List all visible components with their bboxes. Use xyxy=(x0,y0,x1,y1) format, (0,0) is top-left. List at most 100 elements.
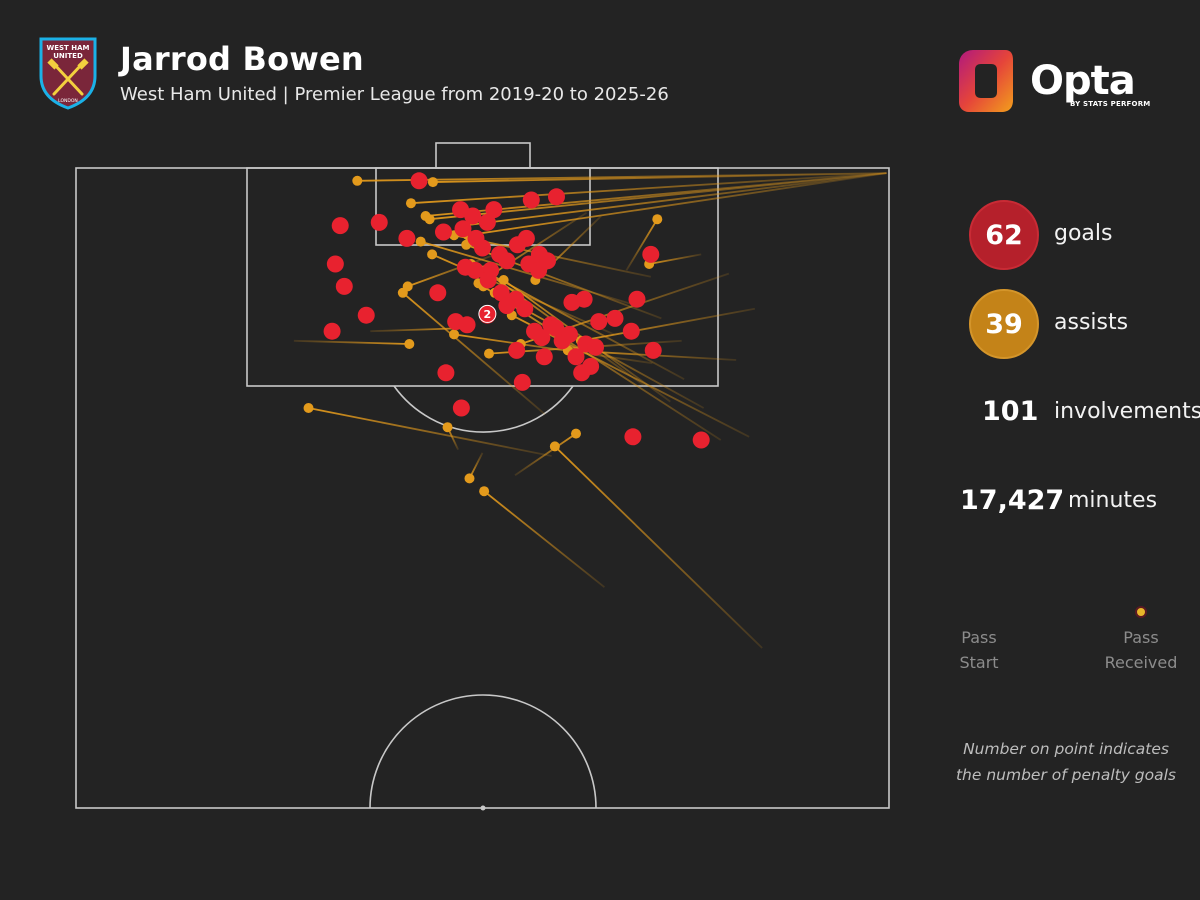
involvements-label: involvements xyxy=(1054,399,1200,424)
goal-point xyxy=(575,290,593,308)
penalty-goal-point xyxy=(478,304,497,323)
legend-pass-received-line1: Pass xyxy=(1123,628,1159,647)
goal-point xyxy=(582,357,600,375)
assist-received-point xyxy=(464,473,475,484)
goal-point xyxy=(590,313,608,331)
assist-received-point xyxy=(549,441,560,452)
goal-point xyxy=(410,172,428,190)
goal-point xyxy=(474,239,491,257)
involvements-value: 101 xyxy=(982,396,1039,427)
goal-point xyxy=(547,188,565,206)
assist-pass-line xyxy=(511,314,750,438)
goal-point xyxy=(539,252,557,270)
legend-pass-received: Pass Received xyxy=(1100,625,1182,675)
penalty-note: Number on point indicates the number of … xyxy=(955,740,1177,784)
page-title: Jarrod Bowen xyxy=(120,40,364,78)
goal-point xyxy=(628,290,646,308)
assist-received-point xyxy=(397,287,408,298)
goal-point xyxy=(535,348,553,366)
assist-received-point xyxy=(449,329,460,340)
goal-layer xyxy=(323,172,710,449)
goal-point xyxy=(492,284,510,302)
goal-point xyxy=(357,306,375,324)
goal-point xyxy=(692,431,710,449)
legend-pass-start-line1: Pass xyxy=(961,628,997,647)
assist-received-point xyxy=(498,275,509,285)
opta-logo-icon xyxy=(959,50,1013,112)
penalty-layer: 2 xyxy=(478,304,497,323)
assist-pass-line xyxy=(462,172,887,227)
goal-point xyxy=(624,428,642,446)
assist-received-point xyxy=(427,249,438,260)
assist-pass-line xyxy=(649,253,702,265)
goal-point xyxy=(335,277,353,295)
assist-received-point xyxy=(652,214,663,225)
page-subtitle: West Ham United | Premier League from 20… xyxy=(120,84,669,105)
goal-point xyxy=(642,245,660,263)
crest-text-bottom: LONDON xyxy=(58,98,78,104)
goal-frame xyxy=(435,142,531,169)
legend-pass-start-line2: Start xyxy=(959,653,999,672)
minutes-value: 17,427 xyxy=(960,485,1065,516)
goal-point xyxy=(437,364,455,382)
goals-badge: 62 xyxy=(969,200,1039,270)
assist-received-point xyxy=(415,236,426,247)
goal-point xyxy=(456,258,474,276)
assist-pass-line xyxy=(407,253,496,288)
goal-point xyxy=(508,341,526,359)
goal-point xyxy=(454,220,472,238)
goal-point xyxy=(331,217,349,235)
assist-pass-line xyxy=(625,218,659,271)
assist-pass-line xyxy=(453,333,653,365)
goal-point xyxy=(587,338,605,356)
goal-point xyxy=(533,329,551,347)
assist-pass-line xyxy=(432,172,887,183)
assist-received-point xyxy=(303,403,314,413)
crossed-hammers-icon xyxy=(52,62,84,96)
goals-label: goals xyxy=(1054,221,1113,246)
assist-received-point xyxy=(404,339,415,349)
goal-point xyxy=(516,300,534,318)
goal-point xyxy=(547,319,565,337)
crest-text-top: WEST HAM xyxy=(47,44,90,52)
goal-point xyxy=(498,252,516,270)
goal-point xyxy=(464,207,482,225)
penalty-goal-count: 2 xyxy=(484,308,492,321)
assist-pass-line xyxy=(554,445,763,649)
goal-point xyxy=(498,297,516,315)
assist-pass-line xyxy=(410,172,887,205)
assist-pass-line xyxy=(308,407,552,457)
assist-pass-line xyxy=(402,292,546,416)
assist-received-point xyxy=(479,486,490,497)
goal-point xyxy=(434,223,452,241)
penalty-arc xyxy=(393,385,574,433)
assist-received-point xyxy=(420,211,431,221)
goal-point xyxy=(485,201,503,219)
assists-label: assists xyxy=(1054,310,1129,335)
west-ham-crest: WEST HAM UNITED LONDON xyxy=(39,37,97,110)
assist-received-point xyxy=(442,422,453,433)
goal-point xyxy=(522,191,540,209)
assist-received-point xyxy=(484,348,495,359)
assist-received-point xyxy=(405,198,416,209)
assist-pass-line xyxy=(467,172,887,237)
legend-pass-received-dot xyxy=(1135,606,1147,618)
goal-point xyxy=(370,213,388,231)
assist-pass-line xyxy=(483,490,606,588)
goal-point xyxy=(479,271,497,289)
goal-point xyxy=(606,309,624,327)
goal-point xyxy=(458,316,476,334)
assist-pass-line xyxy=(580,307,756,342)
legend-pass-start: Pass Start xyxy=(949,625,1009,675)
assist-received-point xyxy=(352,175,363,186)
svg-text:UNITED: UNITED xyxy=(53,52,83,60)
goal-point xyxy=(452,399,470,417)
centre-spot xyxy=(480,805,486,811)
centre-circle xyxy=(369,694,597,809)
brand-subtitle: BY STATS PERFORM xyxy=(1070,100,1151,108)
assist-layer xyxy=(293,172,887,649)
brand-name: Opta xyxy=(1030,58,1136,104)
assist-received-point xyxy=(570,428,581,439)
goal-point xyxy=(323,322,341,340)
goal-point xyxy=(567,348,585,366)
